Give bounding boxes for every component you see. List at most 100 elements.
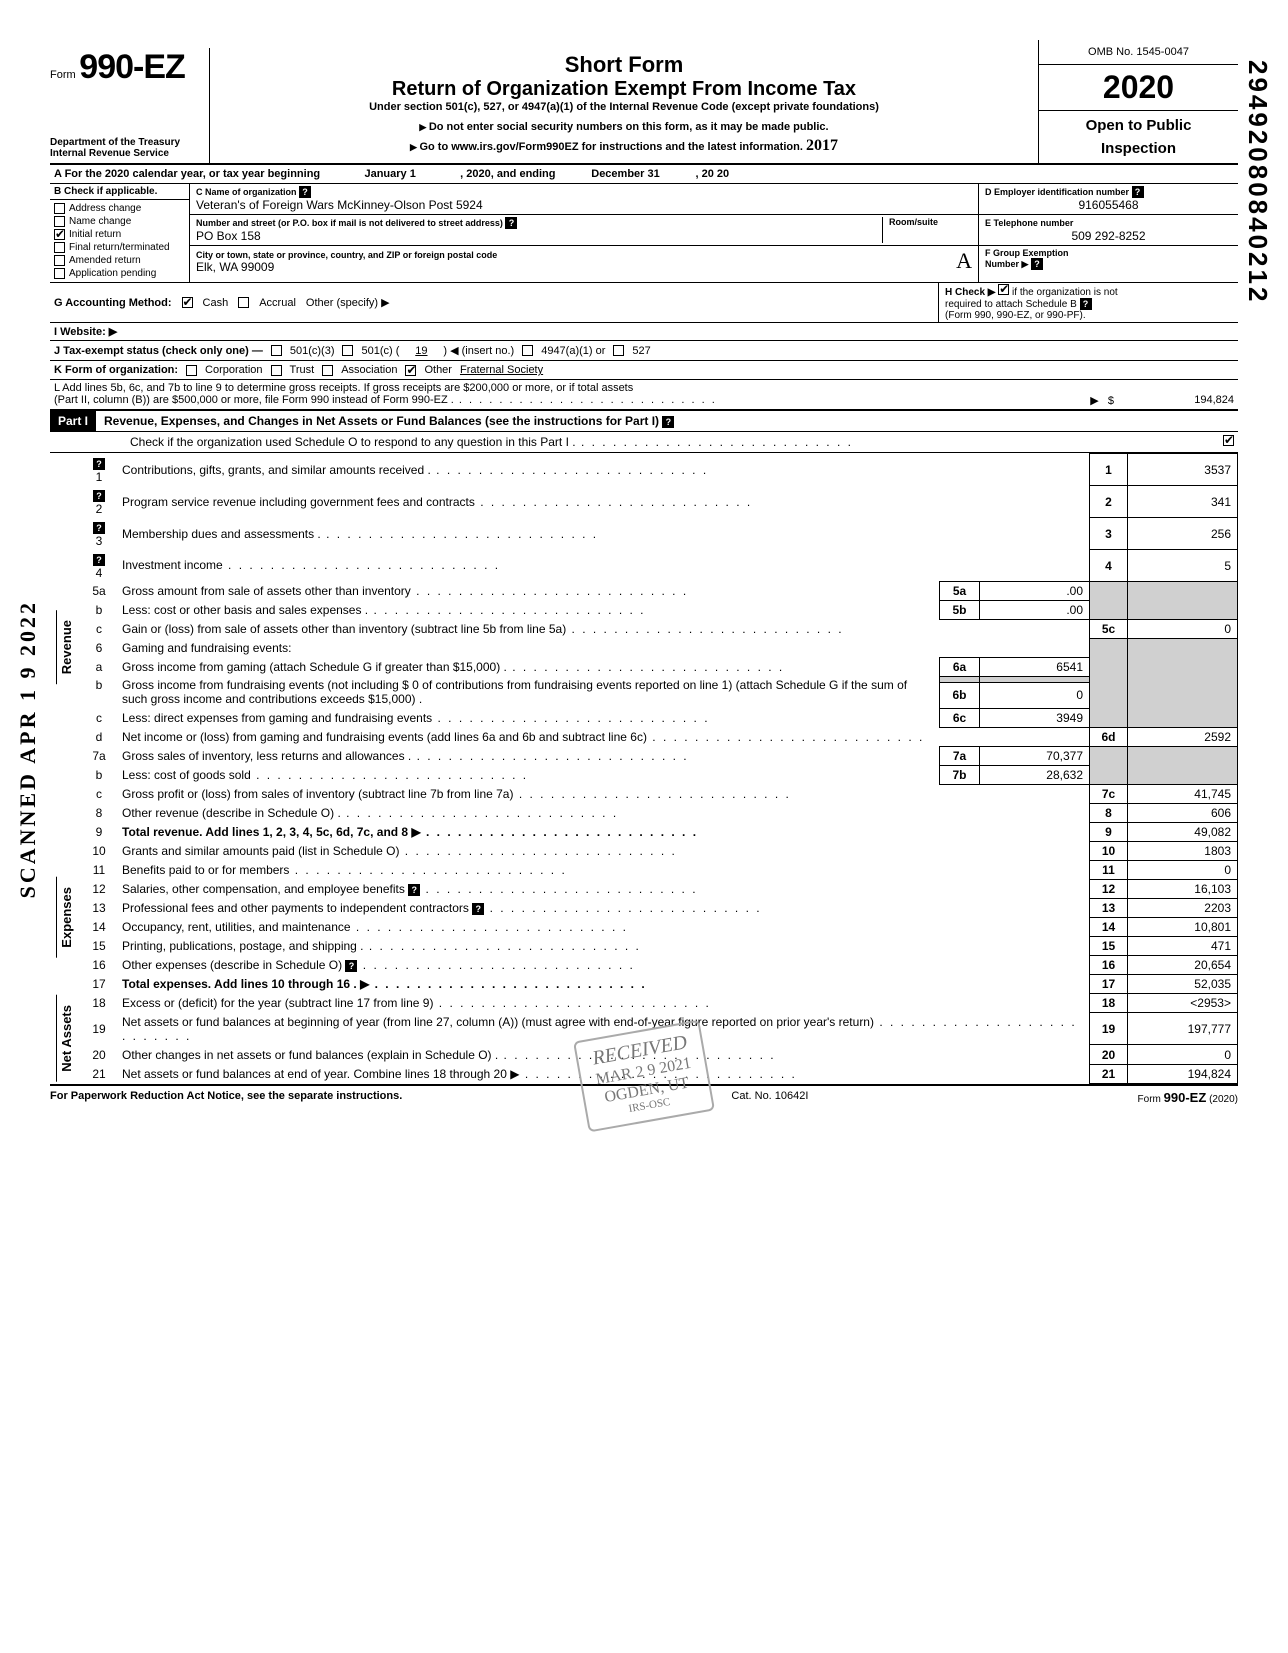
rv3: 256 <box>1128 518 1238 550</box>
val-gross-receipts: 194,824 <box>1124 394 1234 407</box>
lbl-city: City or town, state or province, country… <box>196 250 956 260</box>
chk-corp[interactable] <box>186 365 197 376</box>
chk-final-return[interactable]: Final return/terminated <box>54 241 185 254</box>
d18: Excess or (deficit) for the year (subtra… <box>116 993 1090 1012</box>
rn13: 13 <box>1090 898 1128 917</box>
help-icon[interactable]: ? <box>408 884 420 896</box>
row-l: L Add lines 5b, 6c, and 7b to line 9 to … <box>50 380 1238 410</box>
lbl-accounting: G Accounting Method: <box>54 297 172 309</box>
rv4: 5 <box>1128 550 1238 582</box>
help-icon[interactable]: ? <box>93 490 105 502</box>
chk-initial-return[interactable]: Initial return <box>54 228 185 241</box>
rn17: 17 <box>1090 974 1128 993</box>
val-other-org: Fraternal Society <box>460 364 600 376</box>
chk-schedule-o-part1[interactable] <box>1223 435 1234 446</box>
lbl-org-name: C Name of organization <box>196 187 297 197</box>
lbl-initial-return: Initial return <box>69 229 121 240</box>
help-icon[interactable]: ? <box>93 554 105 566</box>
d10: Grants and similar amounts paid (list in… <box>116 841 1090 860</box>
part1-table: Revenue ? 1 Contributions, gifts, grants… <box>50 453 1238 1084</box>
help-icon[interactable]: ? <box>662 416 674 428</box>
help-icon[interactable]: ? <box>472 903 484 915</box>
help-icon[interactable]: ? <box>1132 186 1144 198</box>
chk-527[interactable] <box>613 345 624 356</box>
chk-4947[interactable] <box>522 345 533 356</box>
chk-cash[interactable] <box>182 297 193 308</box>
rv12: 16,103 <box>1128 879 1238 898</box>
rv8: 606 <box>1128 803 1238 822</box>
chk-schedule-b[interactable] <box>998 284 1009 295</box>
d14: Occupancy, rent, utilities, and maintena… <box>116 917 1090 936</box>
mn5b: 5b <box>940 601 980 620</box>
mv6c: 3949 <box>980 708 1090 727</box>
d3: Membership dues and assessments . <box>116 518 1090 550</box>
chk-app-pending[interactable]: Application pending <box>54 267 185 280</box>
d6a: Gross income from gaming (attach Schedul… <box>116 657 940 676</box>
rn15: 15 <box>1090 936 1128 955</box>
d15: Printing, publications, postage, and shi… <box>116 936 1090 955</box>
lbl-4947: 4947(a)(1) or <box>541 345 605 357</box>
rn12: 12 <box>1090 879 1128 898</box>
chk-trust[interactable] <box>271 365 282 376</box>
mv6a: 6541 <box>980 657 1090 676</box>
d4: Investment income <box>116 550 1090 582</box>
part1-title: Revenue, Expenses, and Changes in Net As… <box>104 414 659 428</box>
rn6d: 6d <box>1090 727 1128 746</box>
rowA-end: December 31 <box>556 168 696 180</box>
rn14: 14 <box>1090 917 1128 936</box>
lbl-h-line3: (Form 990, 990-EZ, or 990-PF). <box>945 310 1232 321</box>
rv1: 3537 <box>1128 454 1238 486</box>
lbl-ein: D Employer identification number <box>985 187 1129 197</box>
n16: 16 <box>82 955 116 974</box>
lbl-name-change: Name change <box>69 216 131 227</box>
rv18: <2953> <box>1128 993 1238 1012</box>
rowA-prefix: A For the 2020 calendar year, or tax yea… <box>54 168 320 180</box>
d1: Contributions, gifts, grants, and simila… <box>116 454 1090 486</box>
rv5c: 0 <box>1128 620 1238 639</box>
help-icon[interactable]: ? <box>505 217 517 229</box>
chk-address-change[interactable]: Address change <box>54 202 185 215</box>
n6d: d <box>82 727 116 746</box>
tax-year: 20202020 <box>1039 65 1238 110</box>
val-phone: 509 292-8252 <box>985 229 1232 243</box>
d12: Salaries, other compensation, and employ… <box>122 882 405 896</box>
help-icon[interactable]: ? <box>1031 258 1043 270</box>
chk-amended[interactable]: Amended return <box>54 254 185 267</box>
page-footer: For Paperwork Reduction Act Notice, see … <box>50 1084 1238 1105</box>
help-icon[interactable]: ? <box>93 458 105 470</box>
help-icon[interactable]: ? <box>93 522 105 534</box>
handwritten-initial: A <box>956 248 972 274</box>
n17: 17 <box>82 974 116 993</box>
lbl-l1: L Add lines 5b, 6c, and 7b to line 9 to … <box>54 382 1234 394</box>
help-icon[interactable]: ? <box>299 186 311 198</box>
part1-header-row: Part I Revenue, Expenses, and Changes in… <box>50 410 1238 432</box>
tab-netassets: Net Assets <box>56 995 76 1082</box>
d7b: Less: cost of goods sold <box>116 765 940 784</box>
rv7c: 41,745 <box>1128 784 1238 803</box>
help-icon[interactable]: ? <box>345 960 357 972</box>
lbl-assoc: Association <box>341 364 397 376</box>
val-ein: 916055468 <box>985 198 1232 212</box>
chk-501c3[interactable] <box>271 345 282 356</box>
n5a: 5a <box>82 582 116 601</box>
lbl-phone: E Telephone number <box>985 218 1073 228</box>
rv14: 10,801 <box>1128 917 1238 936</box>
footer-form: 990-EZ <box>1164 1090 1207 1105</box>
instr-ssn: Do not enter social security numbers on … <box>218 121 1030 133</box>
chk-501c[interactable] <box>342 345 353 356</box>
part1-check-text: Check if the organization used Schedule … <box>130 435 1215 449</box>
mn6c: 6c <box>940 708 980 727</box>
lbl-501c-open: 501(c) ( <box>361 345 399 357</box>
help-icon[interactable]: ? <box>1080 298 1092 310</box>
chk-assoc[interactable] <box>322 365 333 376</box>
d6: Gaming and fundraising events: <box>116 639 1090 658</box>
chk-name-change[interactable]: Name change <box>54 215 185 228</box>
rn19: 19 <box>1090 1012 1128 1045</box>
chk-accrual[interactable] <box>238 297 249 308</box>
chk-other-org[interactable] <box>405 365 416 376</box>
n14: 14 <box>82 917 116 936</box>
d20: Other changes in net assets or fund bala… <box>116 1045 1090 1064</box>
row-j-status: J Tax-exempt status (check only one) — 5… <box>50 341 1238 361</box>
rn21: 21 <box>1090 1064 1128 1083</box>
val-address: PO Box 158 <box>196 229 882 243</box>
